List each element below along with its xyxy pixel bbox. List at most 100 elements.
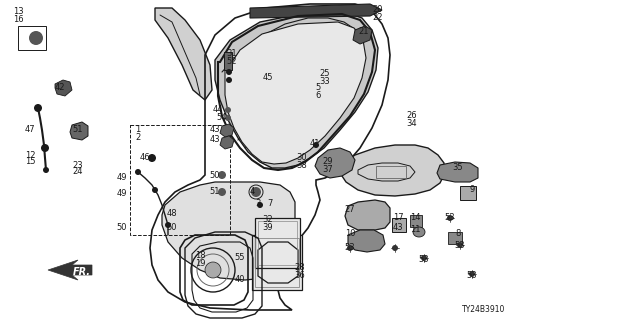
Bar xyxy=(255,238,299,287)
Polygon shape xyxy=(437,162,478,182)
Bar xyxy=(376,166,406,178)
Polygon shape xyxy=(315,148,355,178)
Circle shape xyxy=(457,242,463,248)
Text: 45: 45 xyxy=(263,74,273,83)
Text: 19: 19 xyxy=(195,259,205,268)
Text: 12: 12 xyxy=(25,150,35,159)
Bar xyxy=(130,125,230,235)
Text: 17: 17 xyxy=(393,213,403,222)
Text: 28: 28 xyxy=(294,263,305,273)
Text: 54: 54 xyxy=(217,114,227,123)
Circle shape xyxy=(205,262,221,278)
Text: 35: 35 xyxy=(452,164,463,172)
Text: 10: 10 xyxy=(345,229,355,238)
Text: 29: 29 xyxy=(323,157,333,166)
Text: 15: 15 xyxy=(25,157,35,166)
Circle shape xyxy=(226,77,232,83)
Text: 51: 51 xyxy=(210,188,220,196)
Polygon shape xyxy=(155,8,212,100)
Bar xyxy=(18,26,46,50)
Text: 53: 53 xyxy=(454,242,465,251)
Text: 14: 14 xyxy=(410,213,420,222)
Text: 42: 42 xyxy=(55,84,65,92)
Text: 2: 2 xyxy=(136,132,141,141)
Bar xyxy=(460,186,476,200)
Text: 13: 13 xyxy=(13,7,23,17)
Text: 44: 44 xyxy=(212,106,223,115)
Text: 50: 50 xyxy=(210,171,220,180)
Circle shape xyxy=(392,245,398,251)
Text: 50: 50 xyxy=(116,223,127,233)
Text: TY24B3910: TY24B3910 xyxy=(462,306,506,315)
Text: 48: 48 xyxy=(166,210,177,219)
Circle shape xyxy=(225,107,231,113)
Text: 53: 53 xyxy=(345,244,355,252)
Circle shape xyxy=(225,115,231,121)
Circle shape xyxy=(34,104,42,112)
Text: 47: 47 xyxy=(25,125,35,134)
Circle shape xyxy=(421,255,427,261)
Circle shape xyxy=(135,169,141,175)
Text: 53: 53 xyxy=(419,255,429,265)
Text: 49: 49 xyxy=(116,188,127,197)
Bar xyxy=(224,52,232,70)
Text: 20: 20 xyxy=(372,5,383,14)
Text: 27: 27 xyxy=(345,205,355,214)
Text: 43: 43 xyxy=(393,223,403,233)
Text: 30: 30 xyxy=(297,154,307,163)
Circle shape xyxy=(218,188,226,196)
Text: 38: 38 xyxy=(296,162,307,171)
Polygon shape xyxy=(48,260,92,280)
Text: 43: 43 xyxy=(210,125,220,134)
Circle shape xyxy=(347,245,353,251)
Circle shape xyxy=(226,69,232,75)
Polygon shape xyxy=(215,12,378,168)
Polygon shape xyxy=(70,122,88,140)
Text: 50: 50 xyxy=(167,223,177,233)
Text: 9: 9 xyxy=(469,186,475,195)
Text: 24: 24 xyxy=(73,167,83,177)
Text: 53: 53 xyxy=(445,213,455,222)
Text: 5: 5 xyxy=(316,84,321,92)
Circle shape xyxy=(29,31,43,45)
Text: 53: 53 xyxy=(467,271,477,281)
Text: 41: 41 xyxy=(310,140,320,148)
Circle shape xyxy=(313,142,319,148)
Text: 11: 11 xyxy=(410,226,420,235)
Polygon shape xyxy=(220,136,234,149)
Text: 23: 23 xyxy=(73,161,83,170)
Text: 33: 33 xyxy=(319,77,330,86)
Text: 22: 22 xyxy=(372,13,383,22)
Text: 18: 18 xyxy=(195,251,205,260)
Text: 7: 7 xyxy=(268,199,273,209)
Polygon shape xyxy=(353,26,372,44)
Text: 36: 36 xyxy=(294,271,305,281)
Text: 8: 8 xyxy=(455,229,461,238)
Text: 26: 26 xyxy=(406,110,417,119)
Bar xyxy=(410,215,422,227)
Text: 6: 6 xyxy=(316,92,321,100)
Text: 31: 31 xyxy=(227,50,237,59)
Circle shape xyxy=(251,187,261,197)
Text: 55: 55 xyxy=(235,253,245,262)
Circle shape xyxy=(41,144,49,152)
Text: 43: 43 xyxy=(210,135,220,145)
Circle shape xyxy=(165,222,171,228)
Text: 40: 40 xyxy=(235,276,245,284)
Text: 39: 39 xyxy=(262,223,273,233)
Text: 49: 49 xyxy=(116,173,127,182)
Text: 46: 46 xyxy=(140,154,150,163)
Text: 16: 16 xyxy=(13,14,23,23)
Circle shape xyxy=(43,167,49,173)
Polygon shape xyxy=(220,124,234,137)
Bar xyxy=(255,218,300,268)
Text: 32: 32 xyxy=(262,215,273,225)
Circle shape xyxy=(469,271,475,277)
Polygon shape xyxy=(348,230,385,252)
Circle shape xyxy=(218,171,226,179)
Polygon shape xyxy=(250,4,382,18)
Text: 21: 21 xyxy=(359,28,369,36)
Text: 34: 34 xyxy=(406,118,417,127)
Text: FR.: FR. xyxy=(73,267,91,277)
Text: 4: 4 xyxy=(250,188,255,196)
